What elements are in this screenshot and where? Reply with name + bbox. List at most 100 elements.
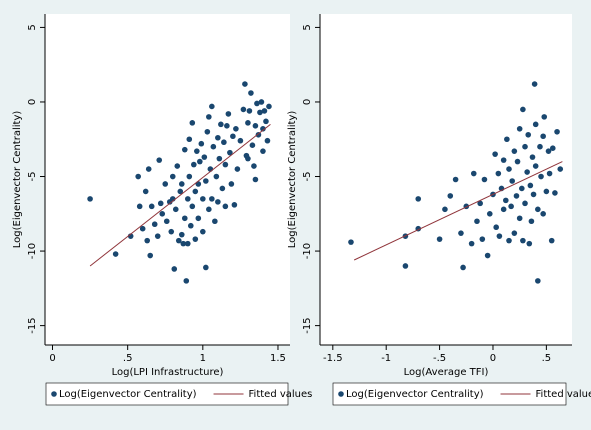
point [524, 169, 530, 175]
point [348, 239, 354, 245]
point [248, 90, 254, 96]
point [460, 264, 466, 271]
point [447, 193, 454, 199]
point [204, 128, 211, 135]
point [468, 240, 475, 247]
point [516, 126, 523, 132]
point [230, 133, 236, 140]
point [254, 100, 260, 107]
point [112, 251, 119, 257]
point [245, 120, 251, 126]
point [162, 181, 169, 187]
point [200, 228, 206, 235]
point [209, 103, 215, 110]
point [159, 210, 166, 217]
x-tick-label: 0 [490, 353, 496, 364]
point [492, 151, 498, 157]
point [136, 203, 143, 210]
point [177, 188, 184, 195]
point [252, 176, 259, 183]
point [264, 137, 271, 144]
point [178, 231, 185, 238]
point [206, 206, 212, 213]
point [519, 185, 525, 192]
y-tick-label: -5 [27, 172, 38, 182]
point [506, 166, 512, 172]
point [504, 136, 510, 143]
point [532, 163, 539, 169]
point [484, 252, 491, 259]
point [527, 182, 534, 189]
point [139, 225, 146, 232]
x-axis-title: Log(LPI Infrastructure) [112, 367, 224, 378]
x-tick-label: 0 [49, 353, 55, 364]
point [184, 240, 191, 247]
point [502, 197, 509, 204]
point [178, 181, 185, 187]
point [540, 133, 546, 140]
legend-label: Log(Eigenvector Centrality) [59, 389, 197, 400]
legend-label: Fitted values [249, 389, 313, 400]
x-tick-label: 1 [200, 353, 206, 364]
point [557, 166, 564, 172]
point [206, 114, 212, 120]
point [246, 108, 253, 114]
point [249, 142, 256, 149]
y-tick-label: 5 [302, 24, 313, 30]
point [481, 176, 488, 183]
point [415, 196, 422, 202]
point [228, 181, 235, 187]
point [215, 199, 221, 205]
point [477, 200, 483, 207]
point [535, 278, 541, 284]
point [168, 228, 175, 235]
point [156, 157, 163, 163]
point [258, 99, 265, 105]
point [171, 266, 178, 272]
point [260, 148, 266, 154]
point [257, 109, 263, 116]
point [436, 236, 443, 242]
point [261, 108, 268, 114]
point [203, 178, 209, 184]
y-tick-label: 0 [302, 99, 313, 105]
point [500, 157, 507, 163]
y-axis-title: Log(Eigenvector Centrality) [287, 111, 298, 249]
point [218, 121, 224, 128]
point [240, 106, 247, 113]
x-tick-label: -1 [381, 353, 391, 364]
point [213, 173, 220, 180]
point [260, 126, 266, 132]
point [535, 206, 541, 213]
point [142, 188, 149, 195]
point [528, 218, 535, 225]
point [508, 203, 514, 210]
x-tick-label: .5 [542, 353, 552, 364]
point [194, 148, 200, 154]
point [200, 196, 206, 202]
point [514, 158, 521, 165]
point [144, 237, 151, 244]
y-tick-label: 0 [27, 99, 38, 105]
point [255, 131, 262, 138]
point [540, 210, 546, 217]
point [442, 206, 448, 213]
point [222, 203, 229, 210]
point [225, 111, 232, 117]
point [189, 203, 196, 210]
point [216, 155, 223, 162]
legend [45, 382, 289, 406]
point [537, 143, 543, 150]
point [163, 218, 170, 225]
point [219, 185, 226, 192]
point [511, 148, 518, 154]
point [530, 191, 537, 198]
y-axis-title: Log(Eigenvector Centrality) [12, 111, 23, 249]
point [520, 106, 526, 113]
point [151, 221, 158, 228]
y-tick-label: -5 [302, 172, 313, 182]
x-tick-label: 1.5 [270, 353, 286, 364]
point [181, 215, 188, 222]
point [552, 190, 558, 196]
